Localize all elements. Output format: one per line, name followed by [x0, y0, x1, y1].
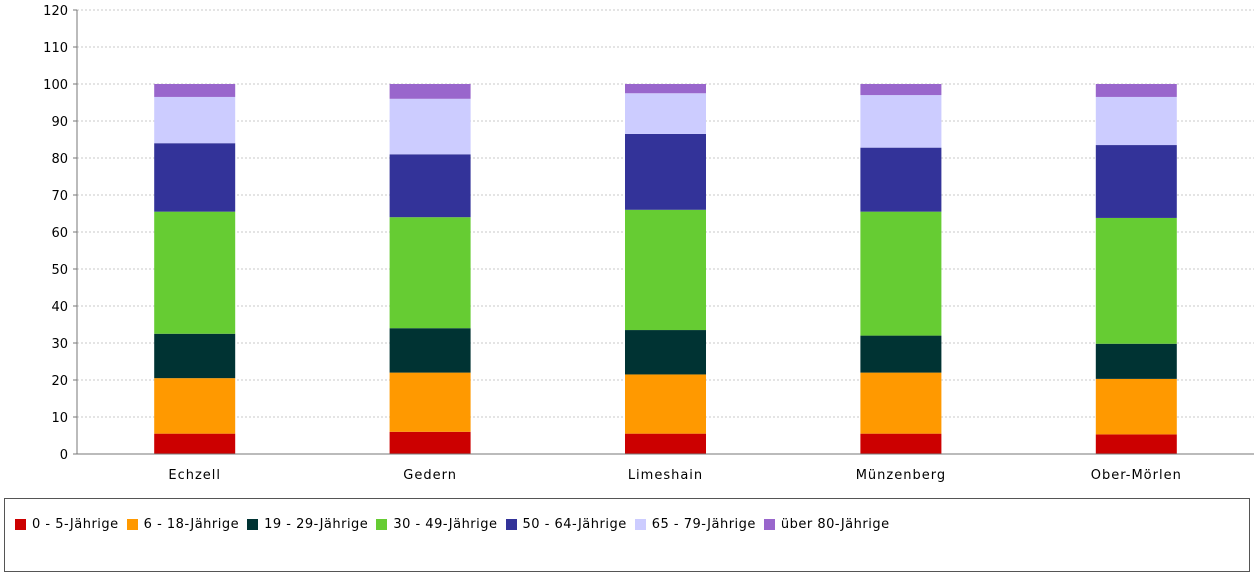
legend-swatch: [15, 518, 26, 530]
legend-item: 6 - 18-Jährige: [126, 514, 240, 534]
bar-segment: [860, 433, 942, 454]
bar-segment: [1095, 145, 1177, 218]
legend-label: 65 - 79-Jährige: [651, 516, 756, 532]
legend-item: 65 - 79-Jährige: [634, 514, 756, 534]
stacked-bar-chart: 0 10 20 30 40 50 60 70 80 90 100 110 120 Echzell Gede…: [43, 4, 1254, 483]
y-tick-label: 40: [51, 300, 68, 315]
legend-item: 30 - 49-Jährige: [376, 514, 497, 534]
legend-label: 19 - 29-Jährige: [264, 516, 369, 532]
y-tick-label: 30: [51, 337, 68, 352]
bar-segment: [625, 93, 706, 134]
x-category-label: Gedern: [403, 468, 457, 483]
legend-label: 30 - 49-Jährige: [393, 516, 498, 532]
bar-segment: [154, 433, 236, 454]
y-tick-label: 100: [43, 78, 68, 93]
y-tick-label: 50: [51, 263, 68, 278]
legend-label: 50 - 64-Jährige: [522, 516, 627, 532]
bar-segment: [860, 211, 942, 336]
legend-swatch: [634, 518, 646, 530]
y-axis-ticks: 0 10 20 30 40 50 60 70 80 90 100 110 120: [43, 4, 77, 463]
bar-segment: [154, 211, 236, 334]
bar-segment: [1095, 378, 1177, 435]
y-tick-label: 20: [51, 374, 68, 389]
bar-segment: [154, 96, 236, 144]
bar-segment: [1095, 343, 1177, 379]
legend: 0 - 5-Jährige 6 - 18-Jährige 19 - 29-Jähri…: [4, 498, 1250, 572]
bar-segment: [860, 335, 942, 373]
bar-segment: [1095, 96, 1177, 146]
bar-segment: [625, 330, 706, 375]
x-category-label: Ober-Mörlen: [1091, 468, 1182, 483]
bar-segment: [860, 372, 942, 434]
bar-segment: [625, 133, 706, 210]
bar-segment: [389, 84, 471, 99]
y-tick-label: 90: [51, 115, 68, 130]
legend-item: 0 - 5-Jährige: [15, 514, 119, 534]
bar-segment: [1095, 217, 1177, 344]
bar-segment: [389, 154, 471, 218]
legend-item: über 80-Jährige: [763, 514, 890, 534]
bar-segment: [860, 147, 942, 212]
y-tick-label: 60: [51, 226, 68, 241]
y-tick-label: 0: [60, 448, 68, 463]
legend-item: 19 - 29-Jährige: [247, 514, 368, 534]
y-tick-label: 120: [43, 4, 68, 19]
legend-swatch: [247, 518, 259, 530]
bar-segment: [860, 95, 942, 148]
y-tick-label: 110: [43, 41, 68, 56]
bar-segment: [1095, 434, 1177, 454]
bar-segment: [389, 217, 471, 329]
bar-segment: [389, 328, 471, 373]
bar-segment: [389, 98, 471, 155]
bar-segment: [389, 431, 471, 454]
legend-swatch: [763, 518, 775, 530]
legend-label: 0 - 5-Jährige: [32, 516, 119, 532]
y-tick-label: 80: [51, 152, 68, 167]
bar-segment: [625, 209, 706, 331]
x-axis-labels: Echzell Gedern Limeshain Münzenberg Ober-Mör…: [168, 468, 1182, 483]
bar-segment: [860, 84, 942, 96]
bar-segment: [154, 378, 236, 434]
legend-items: 0 - 5-Jährige 6 - 18-Jährige 19 - 29-Jähri…: [15, 514, 1235, 542]
legend-label: 6 - 18-Jährige: [143, 516, 240, 532]
bar-segment: [1095, 84, 1177, 97]
legend-item: 50 - 64-Jährige: [505, 514, 627, 534]
legend-swatch: [126, 518, 138, 530]
x-category-label: Echzell: [168, 468, 221, 483]
bar-segment: [389, 372, 471, 432]
bar-segment: [154, 84, 236, 97]
legend-swatch: [376, 518, 388, 530]
x-category-label: Limeshain: [628, 468, 703, 483]
x-category-label: Münzenberg: [856, 468, 946, 483]
bar-segment: [625, 433, 706, 454]
bars: [154, 84, 1177, 454]
bar-segment: [154, 333, 236, 379]
legend-label: über 80-Jährige: [780, 516, 890, 532]
y-tick-label: 70: [51, 189, 68, 204]
bar-segment: [625, 374, 706, 434]
y-tick-label: 10: [51, 411, 68, 426]
legend-swatch: [505, 518, 517, 530]
bar-segment: [625, 84, 706, 94]
bar-segment: [154, 143, 236, 212]
